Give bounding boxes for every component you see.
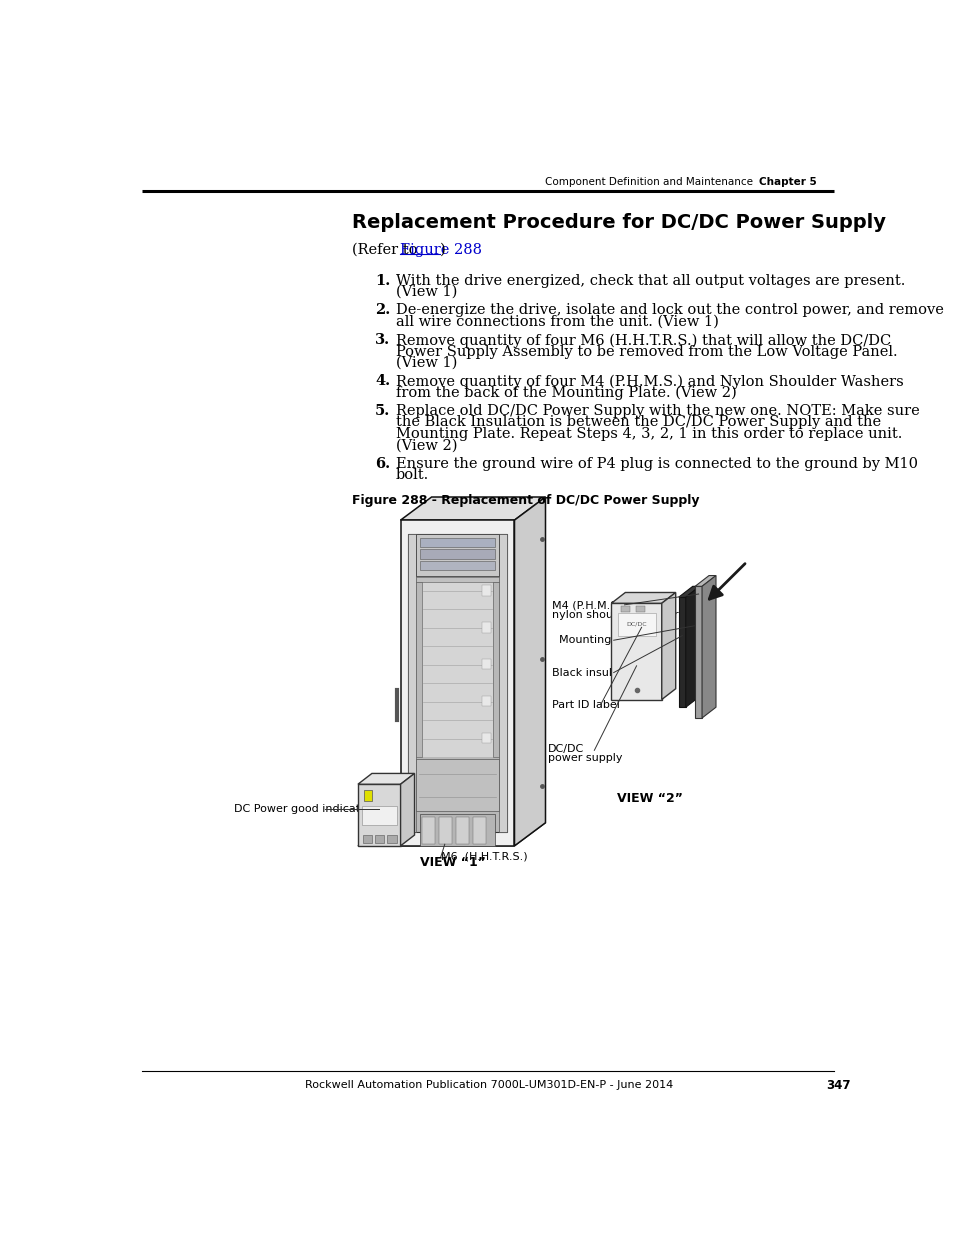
Bar <box>416 582 422 757</box>
Bar <box>636 605 645 611</box>
Text: 4.: 4. <box>375 374 390 388</box>
Bar <box>419 814 495 846</box>
Text: Remove quantity of four M4 (P.H.M.S.) and Nylon Shoulder Washers: Remove quantity of four M4 (P.H.M.S.) an… <box>395 374 902 389</box>
Bar <box>679 597 685 708</box>
Bar <box>617 613 655 636</box>
Polygon shape <box>357 773 415 784</box>
Bar <box>493 582 498 757</box>
Text: from the back of the Mounting Plate. (View 2): from the back of the Mounting Plate. (Vi… <box>395 385 736 400</box>
Text: M6  (H.H.T.R.S.): M6 (H.H.T.R.S.) <box>440 852 527 862</box>
Text: 5.: 5. <box>375 404 390 417</box>
Polygon shape <box>701 576 716 718</box>
Bar <box>481 732 491 743</box>
Bar <box>357 784 400 846</box>
Bar <box>481 658 491 669</box>
Text: VIEW “2”: VIEW “2” <box>617 792 682 804</box>
Text: (View 2): (View 2) <box>395 438 456 452</box>
Text: M4 (P.H.M.S.) and: M4 (P.H.M.S.) and <box>551 601 649 611</box>
Text: Ensure the ground wire of P4 plug is connected to the ground by M10: Ensure the ground wire of P4 plug is con… <box>395 457 917 471</box>
Text: 347: 347 <box>825 1079 850 1092</box>
Bar <box>416 534 498 577</box>
Bar <box>416 758 498 811</box>
Text: Remove quantity of four M6 (H.H.T.R.S.) that will allow the DC/DC: Remove quantity of four M6 (H.H.T.R.S.) … <box>395 333 890 347</box>
Bar <box>498 534 506 832</box>
Polygon shape <box>400 773 415 846</box>
Text: Replace old DC/DC Power Supply with the new one. NOTE: Make sure: Replace old DC/DC Power Supply with the … <box>395 404 919 417</box>
Text: DC/DC: DC/DC <box>547 745 583 755</box>
Bar <box>375 835 384 842</box>
Bar <box>439 816 452 844</box>
Bar <box>364 790 372 802</box>
Bar <box>422 816 435 844</box>
Text: ): ) <box>439 243 445 257</box>
Bar <box>481 621 491 632</box>
Bar <box>611 603 661 699</box>
Text: Part ID label: Part ID label <box>551 700 618 710</box>
Text: 3.: 3. <box>375 333 390 347</box>
Polygon shape <box>400 520 514 846</box>
Bar <box>361 805 396 825</box>
Text: Figure 288: Figure 288 <box>399 243 481 257</box>
Text: 1.: 1. <box>375 274 390 288</box>
Text: (Refer to: (Refer to <box>352 243 421 257</box>
Bar <box>456 816 468 844</box>
Text: Rockwell Automation Publication 7000L-UM301D-EN-P - June 2014: Rockwell Automation Publication 7000L-UM… <box>304 1081 673 1091</box>
Bar <box>481 585 491 595</box>
Text: De-energize the drive, isolate and lock out the control power, and remove: De-energize the drive, isolate and lock … <box>395 304 943 317</box>
Text: DC/DC: DC/DC <box>625 621 646 626</box>
Polygon shape <box>408 534 506 832</box>
Polygon shape <box>357 823 545 846</box>
Text: With the drive energized, check that all output voltages are present.: With the drive energized, check that all… <box>395 274 904 288</box>
Text: Mounting Plate. Repeat Steps 4, 3, 2, 1 in this order to replace unit.: Mounting Plate. Repeat Steps 4, 3, 2, 1 … <box>395 427 902 441</box>
Text: Replacement Procedure for DC/DC Power Supply: Replacement Procedure for DC/DC Power Su… <box>352 212 884 232</box>
Text: Chapter 5: Chapter 5 <box>758 177 816 186</box>
Text: Power Supply Assembly to be removed from the Low Voltage Panel.: Power Supply Assembly to be removed from… <box>395 345 897 358</box>
Text: DC Power good indicator light: DC Power good indicator light <box>233 804 399 814</box>
Text: Mounting plate: Mounting plate <box>558 635 643 645</box>
Bar <box>695 587 701 718</box>
Polygon shape <box>661 593 675 699</box>
Text: VIEW “1”: VIEW “1” <box>419 856 485 869</box>
Text: Black insulation: Black insulation <box>551 668 639 678</box>
Text: (View 1): (View 1) <box>395 285 456 299</box>
Bar <box>481 695 491 706</box>
Bar <box>362 835 372 842</box>
Bar <box>620 605 629 611</box>
Polygon shape <box>400 496 545 520</box>
Text: all wire connections from the unit. (View 1): all wire connections from the unit. (Vie… <box>395 315 718 329</box>
Text: nylon shoulder washer: nylon shoulder washer <box>551 610 678 620</box>
Text: the Black Insulation is between the DC/DC Power Supply and the: the Black Insulation is between the DC/D… <box>395 415 881 430</box>
Polygon shape <box>611 593 675 603</box>
Text: Figure 288 - Replacement of DC/DC Power Supply: Figure 288 - Replacement of DC/DC Power … <box>352 494 699 506</box>
Text: bolt.: bolt. <box>395 468 429 482</box>
Bar <box>422 582 493 757</box>
Text: power supply: power supply <box>547 753 621 763</box>
Text: Component Definition and Maintenance: Component Definition and Maintenance <box>544 177 753 186</box>
Text: 2.: 2. <box>375 304 390 317</box>
Bar <box>419 537 495 547</box>
Bar <box>419 550 495 558</box>
Bar <box>387 835 396 842</box>
Bar <box>408 534 416 832</box>
Text: (View 1): (View 1) <box>395 356 456 370</box>
Bar <box>416 577 498 582</box>
Polygon shape <box>679 587 699 597</box>
Polygon shape <box>695 576 716 587</box>
Polygon shape <box>514 496 545 846</box>
Text: 6.: 6. <box>375 457 390 471</box>
Bar <box>473 816 485 844</box>
Polygon shape <box>685 587 699 708</box>
Bar <box>419 561 495 571</box>
